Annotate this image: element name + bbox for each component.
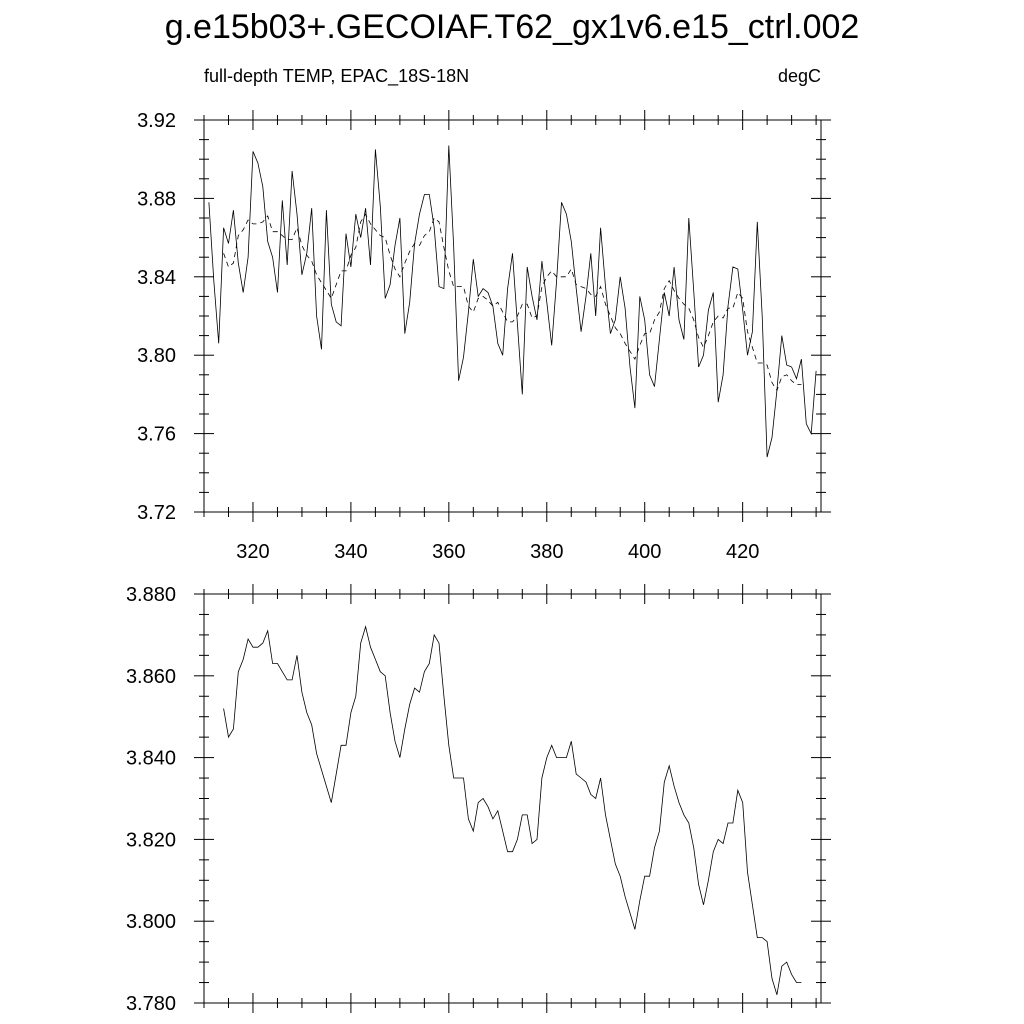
top-panel-subtitle-left: full-depth TEMP, EPAC_18S-18N <box>204 66 469 87</box>
bottom-y-tick-label: 3.880 <box>126 584 176 606</box>
chart-title: g.e15b03+.GECOIAF.T62_gx1v6.e15_ctrl.002 <box>165 8 860 46</box>
top-panel-subtitle-right: degC <box>778 66 821 86</box>
bottom-y-tick-label: 3.860 <box>126 666 176 688</box>
bottom-plot-frame <box>203 593 822 1004</box>
bottom-y-tick-label: 3.800 <box>126 911 176 933</box>
bottom-y-tick-label: 3.780 <box>126 993 176 1015</box>
top-y-tick-label: 3.84 <box>137 267 176 289</box>
top-y-tick-label: 3.92 <box>137 110 176 132</box>
top-y-tick-label: 3.72 <box>137 502 176 524</box>
top-x-tick-label: 360 <box>432 541 465 563</box>
top-y-tick-label: 3.76 <box>137 424 176 446</box>
bottom-series-solid-line <box>223 625 802 995</box>
bottom-y-tick-label: 3.840 <box>126 748 176 770</box>
bottom-panel: 3.780 3.800 3.820 3.840 3.860 3.880 <box>126 584 831 1015</box>
top-panel: 320 340 360 380 400 420 3.72 3.76 3.80 3.84 3.88 3.… <box>137 110 831 563</box>
bottom-y-tick-label: 3.820 <box>126 829 176 851</box>
top-x-tick-label: 420 <box>726 541 759 563</box>
top-y-tick-label: 3.80 <box>137 345 176 367</box>
top-series-dashed-line <box>223 213 802 392</box>
top-series-solid-line <box>208 145 817 458</box>
top-x-tick-label: 400 <box>628 541 661 563</box>
top-x-tick-label: 340 <box>334 541 367 563</box>
top-plot-frame <box>203 119 822 513</box>
top-x-tick-label: 320 <box>236 541 269 563</box>
top-x-tick-label: 380 <box>530 541 563 563</box>
top-y-tick-label: 3.88 <box>137 188 176 210</box>
